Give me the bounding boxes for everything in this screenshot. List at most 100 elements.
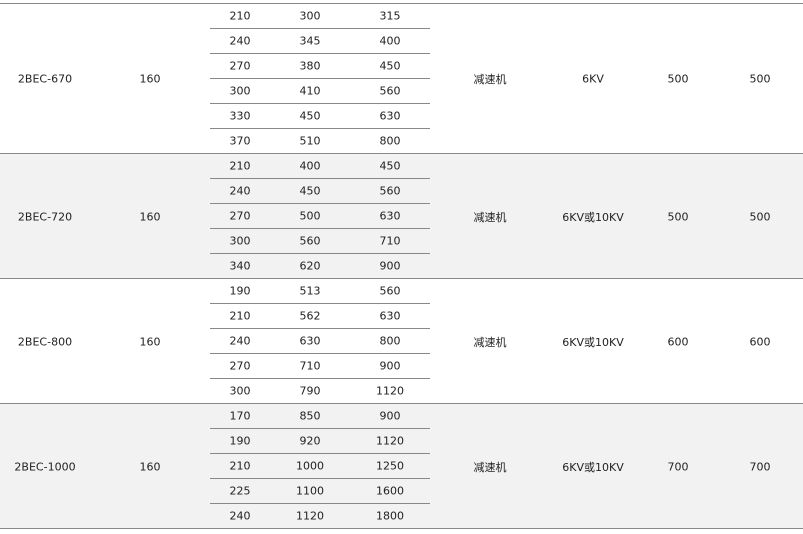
sub-cell: 300 [229, 234, 251, 248]
sub-cell: 1120 [296, 509, 324, 523]
sub-cell: 1250 [376, 459, 404, 473]
voltage: 6KV或10KV [562, 460, 624, 474]
sub-row: 330 450 630 [210, 103, 430, 129]
sub-cell: 240 [229, 334, 251, 348]
sub-row: 190 920 1120 [210, 428, 430, 454]
sub-row: 210 300 315 [210, 3, 430, 29]
sub-row: 210 562 630 [210, 303, 430, 329]
sub-row: 300 560 710 [210, 228, 430, 254]
group-value: 160 [139, 460, 161, 473]
drive-type: 减速机 [473, 460, 507, 474]
sub-cell: 300 [299, 9, 321, 23]
sub-row: 210 1000 1250 [210, 453, 430, 479]
sub-cell: 190 [229, 434, 251, 448]
sub-cell: 560 [299, 234, 321, 248]
group-value: 600 [667, 335, 689, 348]
sub-row: 270 710 900 [210, 353, 430, 379]
sub-cell: 240 [229, 34, 251, 48]
sub-cell: 620 [299, 259, 321, 273]
sub-row: 240 1120 1800 [210, 503, 430, 528]
sub-cell: 270 [229, 59, 251, 73]
sub-cell: 560 [379, 184, 401, 198]
model-name: 2BEC-720 [17, 210, 73, 223]
sub-cell: 800 [379, 334, 401, 348]
group-value: 600 [749, 335, 771, 348]
group-value: 500 [667, 72, 689, 86]
group-value: 160 [139, 335, 161, 348]
sub-cell: 1120 [376, 384, 404, 398]
drive-type: 减速机 [473, 335, 507, 349]
sub-cell: 630 [379, 309, 401, 323]
sub-cell: 450 [379, 159, 401, 173]
sub-cell: 513 [299, 284, 321, 298]
sub-cell: 270 [229, 359, 251, 373]
sub-cell: 300 [229, 84, 251, 98]
group-value: 160 [139, 210, 161, 223]
sub-cell: 300 [229, 384, 251, 398]
model-group: 2BEC-720 160 减速机 6KV或10KV 500 500 210 400 450 240… [0, 153, 803, 278]
model-name: 2BEC-800 [17, 335, 73, 348]
group-value: 700 [667, 460, 689, 473]
voltage: 6KV或10KV [562, 335, 624, 349]
sub-cell: 330 [229, 109, 251, 123]
sub-row: 190 513 560 [210, 278, 430, 304]
sub-row: 240 630 800 [210, 328, 430, 354]
model-group: 2BEC-800 160 减速机 6KV或10KV 600 600 190 513 560 210… [0, 278, 803, 403]
drive-type: 减速机 [473, 210, 507, 224]
sub-cell: 210 [229, 309, 251, 323]
sub-cell: 710 [299, 359, 321, 373]
sub-cell: 500 [299, 209, 321, 223]
sub-cell: 190 [229, 284, 251, 298]
group-value: 500 [667, 210, 689, 223]
sub-cell: 450 [299, 109, 321, 123]
sub-cell: 450 [299, 184, 321, 198]
sub-cell: 1800 [376, 509, 404, 523]
sub-cell: 562 [299, 309, 321, 323]
sub-cell: 560 [379, 284, 401, 298]
sub-row: 340 620 900 [210, 253, 430, 278]
sub-cell: 210 [229, 9, 251, 23]
sub-cell: 210 [229, 459, 251, 473]
sub-cell: 240 [229, 184, 251, 198]
sub-cell: 225 [229, 484, 251, 498]
sub-row: 270 500 630 [210, 203, 430, 229]
sub-cell: 900 [379, 259, 401, 273]
sub-row: 225 1100 1600 [210, 478, 430, 504]
sub-row: 370 510 800 [210, 128, 430, 153]
group-value: 500 [749, 72, 771, 86]
voltage: 6KV [582, 72, 604, 86]
sub-cell: 450 [379, 59, 401, 73]
sub-row: 170 850 900 [210, 403, 430, 429]
sub-cell: 560 [379, 84, 401, 98]
sub-row: 300 790 1120 [210, 378, 430, 403]
sub-cell: 800 [379, 134, 401, 148]
sub-cell: 340 [229, 259, 251, 273]
sub-cell: 400 [299, 159, 321, 173]
group-value: 160 [139, 72, 161, 86]
sub-cell: 240 [229, 509, 251, 523]
sub-cell: 630 [379, 109, 401, 123]
sub-cell: 345 [299, 34, 321, 48]
sub-cell: 1600 [376, 484, 404, 498]
sub-cell: 1100 [296, 484, 324, 498]
sub-row: 270 380 450 [210, 53, 430, 79]
sub-cell: 410 [299, 84, 321, 98]
sub-cell: 900 [379, 359, 401, 373]
drive-type: 减速机 [473, 73, 507, 86]
sub-row: 240 345 400 [210, 28, 430, 54]
sub-cell: 630 [299, 334, 321, 348]
model-name: 2BEC-1000 [14, 460, 76, 473]
sub-cell: 630 [379, 209, 401, 223]
sub-cell: 790 [299, 384, 321, 398]
sub-cell: 370 [229, 134, 251, 148]
sub-cell: 1000 [296, 459, 324, 473]
sub-cell: 210 [229, 159, 251, 173]
sub-cell: 400 [379, 34, 401, 48]
sub-row: 300 410 560 [210, 78, 430, 104]
sub-cell: 170 [229, 409, 251, 423]
sub-cell: 920 [299, 434, 321, 448]
sub-row: 240 450 560 [210, 178, 430, 204]
model-group: 2BEC-670 160 减速机 6KV 500 500 210 300 315 240 345 40… [0, 3, 803, 153]
model-group: 2BEC-1000 160 减速机 6KV或10KV 700 700 170 850 900 19… [0, 403, 803, 529]
sub-cell: 270 [229, 209, 251, 223]
